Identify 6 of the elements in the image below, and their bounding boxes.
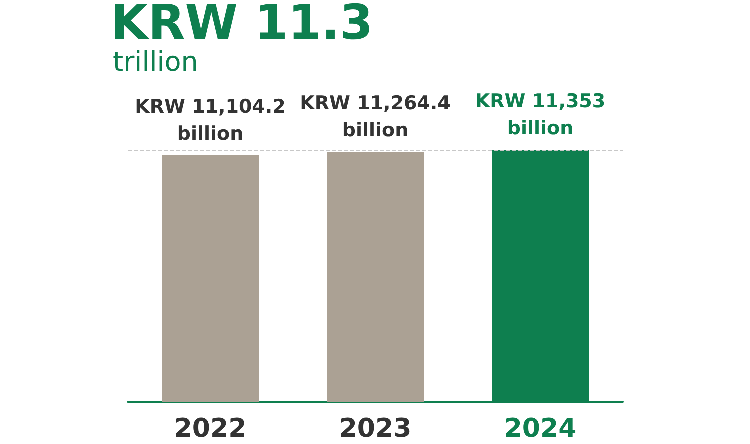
x-tick-label: 2022	[174, 414, 247, 444]
data-label: KRW 11,353 billion	[475, 90, 606, 140]
x-tick-label: 2024	[504, 414, 577, 444]
data-label: KRW 11,264.4 billion	[300, 92, 451, 142]
data-label: KRW 11,104.2 billion	[135, 96, 286, 146]
x-tick-label: 2023	[339, 414, 412, 444]
